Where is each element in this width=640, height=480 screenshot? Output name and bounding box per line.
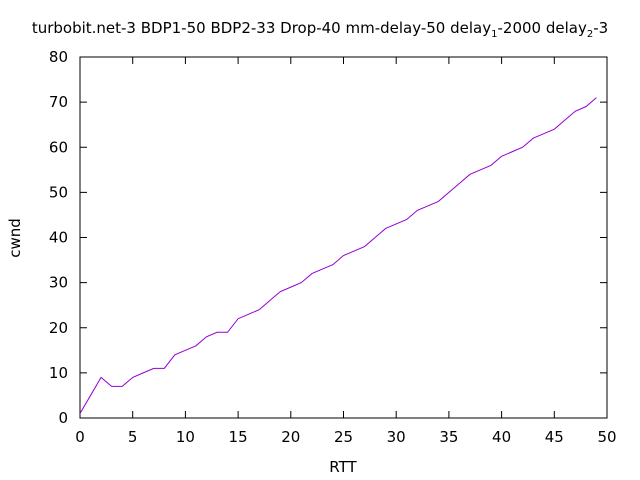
- chart-title: turbobit.net-3 BDP1-50 BDP2-33 Drop-40 m…: [32, 19, 608, 40]
- y-tick-label: 50: [49, 183, 68, 201]
- y-tick-label: 70: [49, 93, 68, 111]
- x-tick-label: 0: [75, 428, 85, 446]
- x-tick-label: 5: [128, 428, 138, 446]
- x-tick-label: 30: [387, 428, 406, 446]
- x-axis-label: RTT: [329, 458, 357, 476]
- y-tick-label: 60: [49, 138, 68, 156]
- x-tick-label: 10: [176, 428, 195, 446]
- chart-title-middle: -2000 delay: [497, 19, 586, 37]
- x-tick-label: 25: [334, 428, 353, 446]
- y-tick-label: 20: [49, 319, 68, 337]
- y-tick-label: 40: [49, 229, 68, 247]
- chart-title-subscript-1: 1: [491, 29, 497, 40]
- x-tick-label: 15: [229, 428, 248, 446]
- y-tick-label: 30: [49, 274, 68, 292]
- plot-border: [79, 56, 608, 419]
- x-tick-label: 35: [439, 428, 458, 446]
- y-tick-label: 0: [58, 409, 68, 427]
- x-tick-label: 50: [597, 428, 616, 446]
- x-tick-label: 45: [545, 428, 564, 446]
- chart-title-subscript-2: 2: [587, 29, 593, 40]
- y-axis-label: cwnd: [6, 218, 24, 258]
- y-tick-label: 80: [49, 48, 68, 66]
- series-line: [79, 97, 597, 414]
- chart-title-main: turbobit.net-3 BDP1-50 BDP2-33 Drop-40 m…: [32, 19, 491, 37]
- chart-title-end: -3: [593, 19, 608, 37]
- x-tick-label: 40: [492, 428, 511, 446]
- x-tick-label: 20: [281, 428, 300, 446]
- axes-group: 0 5 10 15 20 25 30 35 40 45 50 0 10 20 30 40 50 60 70 80: [49, 48, 617, 446]
- y-tick-label: 10: [49, 364, 68, 382]
